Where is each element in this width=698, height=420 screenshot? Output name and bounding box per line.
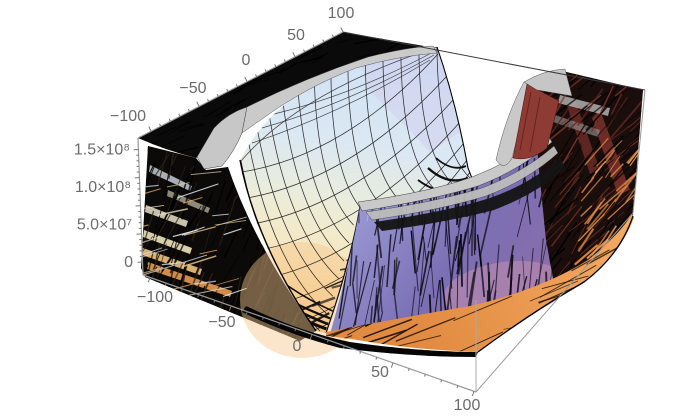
y-tick-label: 50 bbox=[287, 27, 305, 44]
clip-cap-ribbons bbox=[357, 133, 566, 231]
clip-cap-upper-left bbox=[196, 45, 438, 170]
axis-left bbox=[137, 137, 144, 276]
valley-silhouette-edges bbox=[239, 46, 474, 334]
y-axis-tick-labels: −100 −50 0 50 100 bbox=[110, 5, 354, 125]
z-tick-label: 5.0×10⁷ bbox=[77, 217, 132, 234]
x-tick-label: 0 bbox=[293, 338, 302, 355]
axis-bottom bbox=[142, 274, 477, 393]
x-axis-tick-labels: −100 −50 0 50 100 bbox=[137, 289, 480, 414]
x-tick-label: −50 bbox=[208, 314, 235, 331]
y-tick-label: −50 bbox=[179, 80, 206, 97]
z-axis-tick-labels: 0 5.0×10⁷ 1.0×10⁸ 1.5×10⁸ bbox=[74, 142, 133, 272]
axis-top bbox=[137, 31, 344, 139]
x-tick-label: 50 bbox=[371, 364, 389, 381]
x-tick-label: −100 bbox=[137, 289, 173, 306]
y-tick-label: 0 bbox=[242, 52, 251, 69]
clip-red-patch-group bbox=[495, 68, 573, 166]
z-tick-label: 0 bbox=[124, 254, 133, 271]
axes: −100 −50 0 50 100 0 5.0×10⁷ 1.0×10⁸ 1.5×… bbox=[74, 5, 481, 414]
x-tick-label: 100 bbox=[454, 397, 481, 414]
surface-valley-wall bbox=[239, 46, 474, 358]
y-tick-label: −100 bbox=[110, 108, 146, 125]
z-tick-label: 1.0×10⁸ bbox=[75, 179, 131, 196]
plot-box-edges bbox=[142, 31, 646, 393]
axis-ticks bbox=[133, 27, 475, 397]
z-tick-label: 1.5×10⁸ bbox=[74, 142, 130, 159]
y-tick-label: 100 bbox=[328, 5, 355, 22]
lavender-tint bbox=[360, 47, 460, 152]
